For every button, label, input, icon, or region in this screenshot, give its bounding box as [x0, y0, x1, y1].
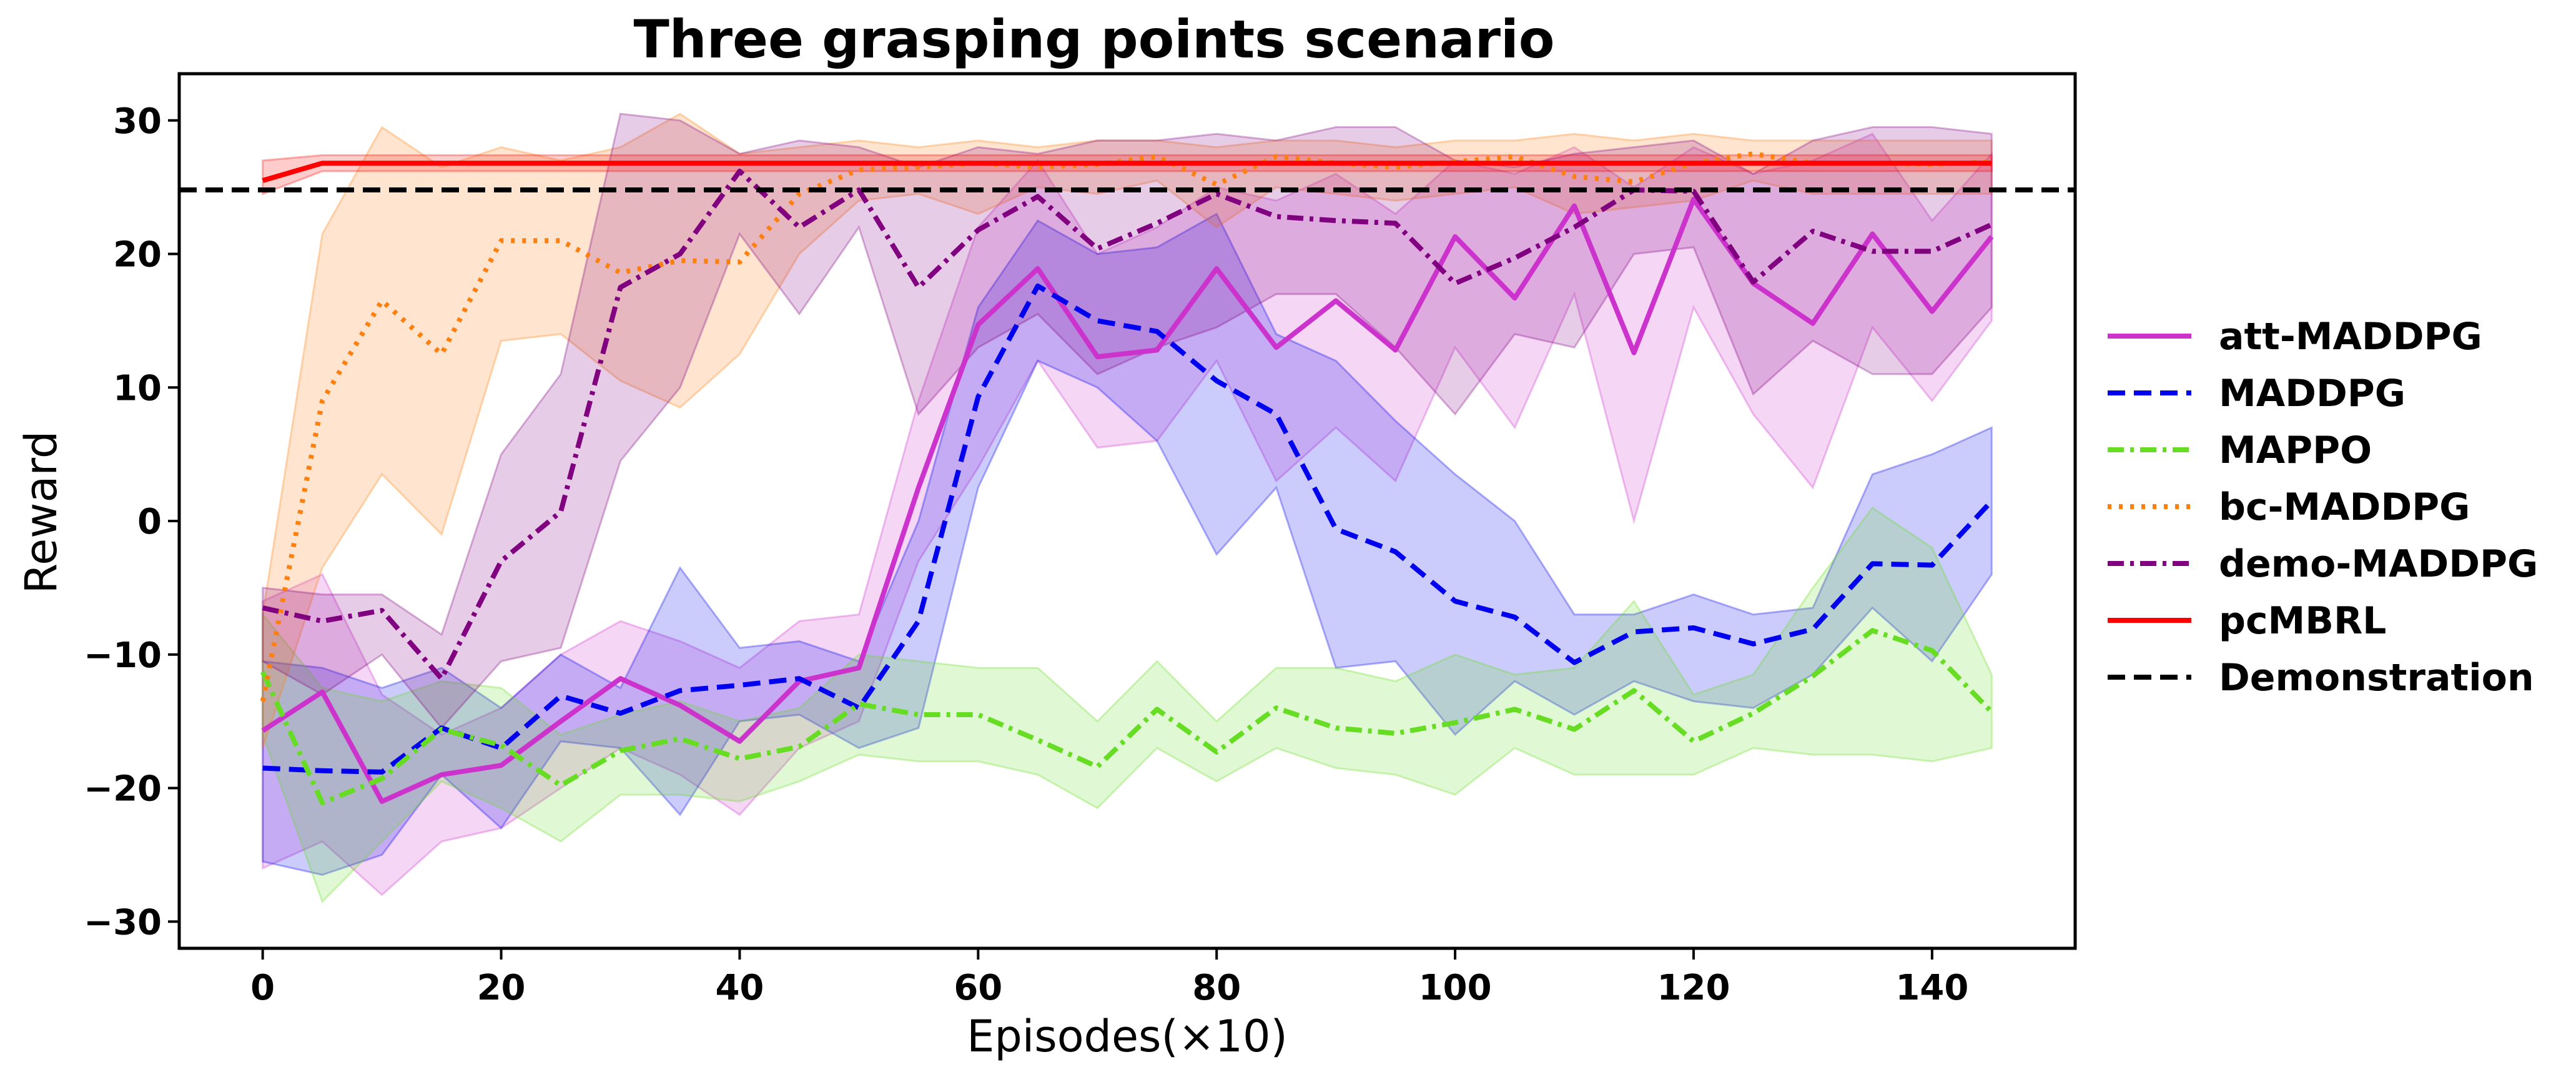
legend-label: pcMBRL: [2219, 599, 2386, 643]
line-maddpg: [262, 283, 1994, 775]
x-tick-label: 100: [1419, 968, 1492, 1008]
legend-item-maddpg: MADDPG: [2108, 372, 2406, 415]
y-tick-label: 20: [113, 235, 162, 275]
x-axis: 0 20 40 60 80 100 120 140: [250, 948, 1968, 1008]
x-tick-label: 60: [954, 968, 1002, 1008]
y-tick-label: 30: [113, 101, 162, 142]
band-mappo: [262, 506, 1993, 903]
band-demo-maddpg: [262, 112, 1993, 730]
plot-frame: [177, 72, 2077, 950]
x-tick-label: 120: [1657, 968, 1730, 1008]
legend-label: Demonstration: [2219, 656, 2534, 700]
legend-item-demonstration: Demonstration: [2108, 656, 2534, 700]
legend-label: bc-MADDPG: [2219, 485, 2470, 529]
y-tick-label: −10: [84, 635, 162, 676]
x-tick-label: 80: [1192, 968, 1241, 1008]
y-tick-label: 0: [137, 502, 162, 542]
legend-item-att-maddpg: att-MADDPG: [2108, 315, 2482, 359]
x-tick-label: 0: [250, 968, 275, 1008]
x-axis-label: Episodes(×10): [967, 1011, 1288, 1062]
band-bc-maddpg: [262, 112, 1993, 748]
x-tick-label: 40: [715, 968, 764, 1008]
y-tick-label: −20: [84, 769, 162, 810]
chart-title: Three grasping points scenario: [633, 9, 1554, 70]
legend-item-pcmbrl: pcMBRL: [2108, 599, 2386, 643]
legend-label: demo-MADDPG: [2219, 542, 2538, 586]
line-att-maddpg: [261, 196, 1994, 804]
legend-item-mappo: MAPPO: [2108, 429, 2372, 472]
y-tick-label: −30: [84, 902, 162, 943]
series-lines: [179, 151, 2075, 805]
x-tick-label: 20: [477, 968, 526, 1008]
confidence-bands: [262, 112, 1993, 903]
y-axis: −30 −20 −10 0 10 20 30: [84, 101, 179, 943]
x-tick-label: 140: [1895, 968, 1968, 1008]
legend-item-bc-maddpg: bc-MADDPG: [2108, 485, 2470, 529]
line-mappo: [260, 628, 1994, 805]
legend-label: MAPPO: [2219, 429, 2372, 472]
legend-label: att-MADDPG: [2219, 315, 2482, 359]
legend-item-demo-maddpg: demo-MADDPG: [2108, 542, 2538, 586]
y-tick-label: 10: [113, 368, 162, 409]
y-axis-label: Reward: [16, 431, 67, 594]
legend: att-MADDPG MADDPG MAPPO bc-MADDPG demo-MADDP…: [2108, 315, 2538, 700]
legend-label: MADDPG: [2219, 372, 2406, 415]
line-pcmbrl: [262, 161, 1992, 183]
